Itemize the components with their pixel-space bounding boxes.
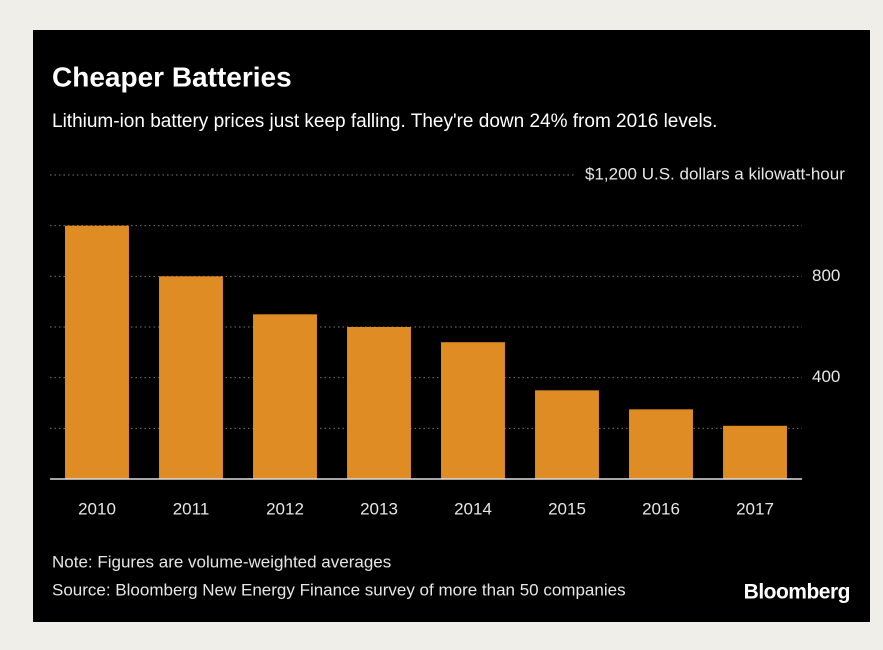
- bar: [629, 409, 693, 479]
- bar: [253, 314, 317, 479]
- x-tick-label: 2016: [642, 499, 680, 518]
- bar: [723, 425, 787, 479]
- source: Source: Bloomberg New Energy Finance sur…: [52, 580, 626, 599]
- bar: [159, 276, 223, 479]
- bar: [347, 327, 411, 479]
- x-tick-label: 2013: [360, 499, 398, 518]
- x-tick-label: 2010: [78, 499, 116, 518]
- y-tick-label: 800: [812, 266, 840, 285]
- brand: Bloomberg: [744, 581, 850, 604]
- chart-subtitle: Lithium-ion battery prices just keep fal…: [52, 111, 717, 132]
- x-tick-label: 2015: [548, 499, 586, 518]
- bar: [65, 225, 129, 479]
- y-tick-label: $1,200 U.S. dollars a kilowatt-hour: [585, 164, 845, 183]
- note: Note: Figures are volume-weighted averag…: [52, 552, 391, 571]
- bar: [441, 342, 505, 479]
- x-tick-label: 2012: [266, 499, 304, 518]
- chart-title: Cheaper Batteries: [52, 61, 292, 92]
- y-tick-label: 400: [812, 367, 840, 386]
- x-tick-label: 2017: [736, 499, 774, 518]
- x-tick-label: 2014: [454, 499, 492, 518]
- bar: [535, 390, 599, 479]
- x-tick-label: 2011: [173, 499, 210, 518]
